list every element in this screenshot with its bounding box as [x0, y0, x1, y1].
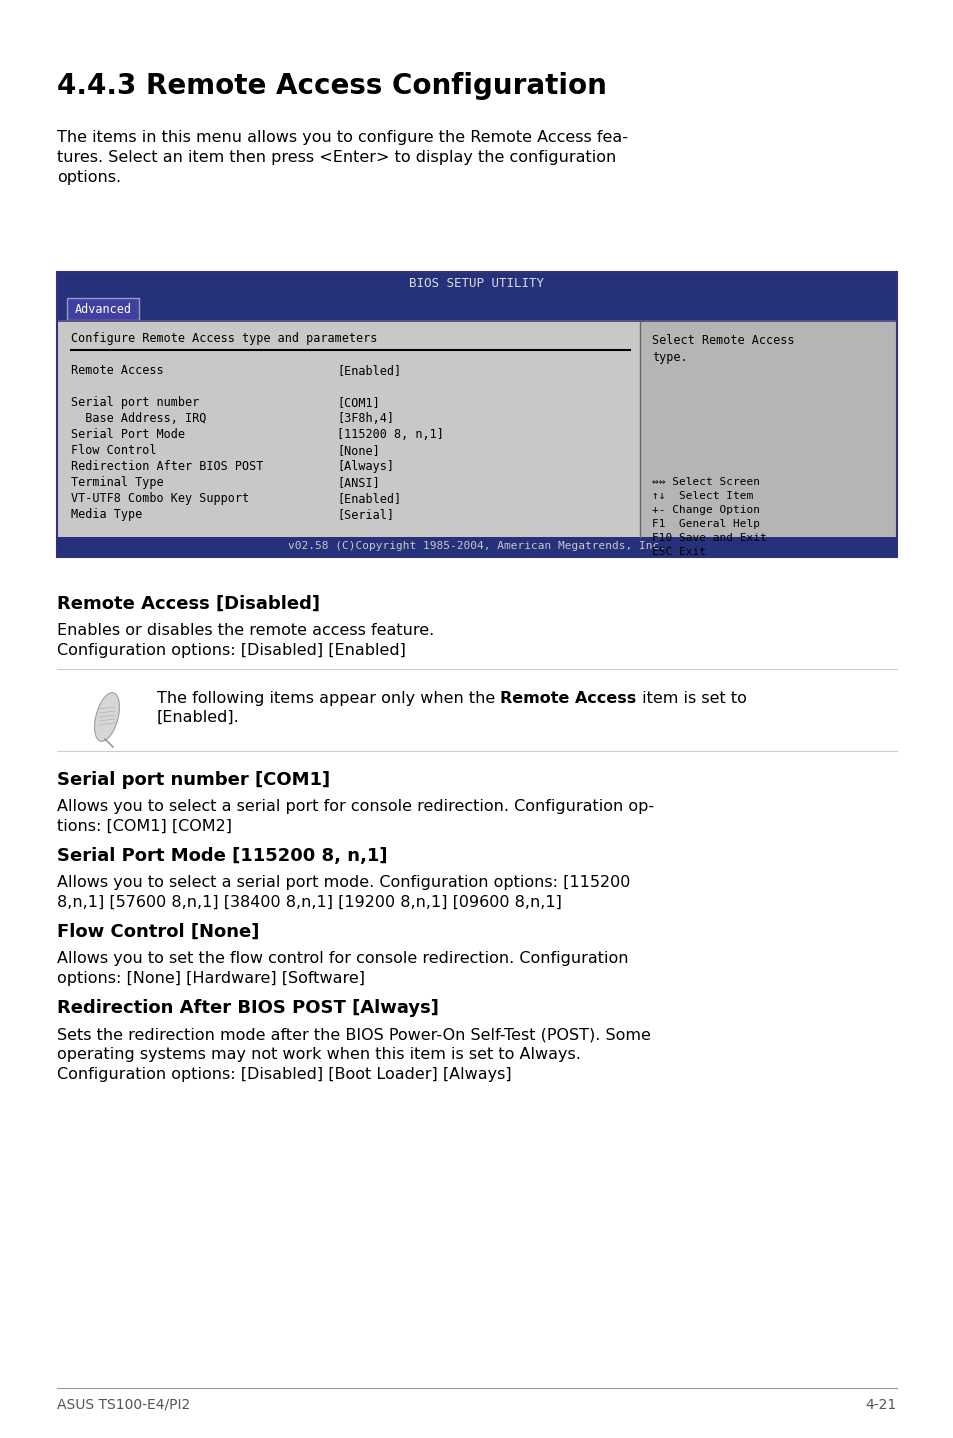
Bar — [57, 272, 896, 557]
Text: Terminal Type: Terminal Type — [71, 476, 164, 489]
Bar — [639, 322, 896, 536]
Bar — [57, 536, 896, 557]
Text: [None]: [None] — [336, 444, 379, 457]
Text: Serial Port Mode: Serial Port Mode — [71, 429, 185, 441]
Text: [ANSI]: [ANSI] — [336, 476, 379, 489]
Text: [Enabled]: [Enabled] — [336, 364, 400, 377]
Text: Flow Control: Flow Control — [71, 444, 156, 457]
Text: Allows you to select a serial port mode. Configuration options: [115200
8,n,1] [: Allows you to select a serial port mode.… — [57, 874, 630, 910]
Bar — [57, 322, 639, 536]
Ellipse shape — [94, 693, 119, 742]
Text: Allows you to select a serial port for console redirection. Configuration op-
ti: Allows you to select a serial port for c… — [57, 800, 654, 834]
Bar — [57, 272, 896, 293]
Text: Configure Remote Access type and parameters: Configure Remote Access type and paramet… — [71, 332, 377, 345]
Text: BIOS SETUP UTILITY: BIOS SETUP UTILITY — [409, 278, 544, 290]
Text: Base Address, IRQ: Base Address, IRQ — [71, 413, 206, 426]
Text: v02.58 (C)Copyright 1985-2004, American Megatrends, Inc.: v02.58 (C)Copyright 1985-2004, American … — [288, 541, 665, 551]
Text: Enables or disables the remote access feature.
Configuration options: [Disabled]: Enables or disables the remote access fe… — [57, 623, 434, 657]
Text: 4-21: 4-21 — [864, 1398, 896, 1412]
Text: Allows you to set the flow control for console redirection. Configuration
option: Allows you to set the flow control for c… — [57, 951, 628, 986]
Text: F10 Save and Exit: F10 Save and Exit — [651, 533, 766, 544]
Text: F1  General Help: F1 General Help — [651, 519, 760, 529]
Text: Flow Control [None]: Flow Control [None] — [57, 923, 259, 940]
Text: ASUS TS100-E4/PI2: ASUS TS100-E4/PI2 — [57, 1398, 190, 1412]
Text: Select Remote Access
type.: Select Remote Access type. — [651, 334, 794, 364]
Bar — [57, 293, 896, 322]
Text: ESC Exit: ESC Exit — [651, 546, 705, 557]
Text: [Always]: [Always] — [336, 460, 394, 473]
Text: Advanced: Advanced — [74, 303, 132, 316]
Text: The items in this menu allows you to configure the Remote Access fea-
tures. Sel: The items in this menu allows you to con… — [57, 129, 627, 184]
Text: ↑↓  Select Item: ↑↓ Select Item — [651, 490, 753, 500]
Text: [Enabled].: [Enabled]. — [157, 710, 239, 725]
Text: The following items appear only when the: The following items appear only when the — [157, 692, 500, 706]
Bar — [67, 298, 139, 321]
Text: [COM1]: [COM1] — [336, 395, 379, 408]
Text: Serial Port Mode [115200 8, n,1]: Serial Port Mode [115200 8, n,1] — [57, 847, 387, 866]
Text: Sets the redirection mode after the BIOS Power-On Self-Test (POST). Some
operati: Sets the redirection mode after the BIOS… — [57, 1027, 650, 1081]
Bar — [57, 321, 896, 322]
Text: Redirection After BIOS POST: Redirection After BIOS POST — [71, 460, 263, 473]
Text: [115200 8, n,1]: [115200 8, n,1] — [336, 429, 443, 441]
Text: ⇔⇔ Select Screen: ⇔⇔ Select Screen — [651, 477, 760, 487]
Text: VT-UTF8 Combo Key Support: VT-UTF8 Combo Key Support — [71, 492, 249, 505]
Text: [3F8h,4]: [3F8h,4] — [336, 413, 394, 426]
Text: Remote Access: Remote Access — [71, 364, 164, 377]
Text: [Enabled]: [Enabled] — [336, 492, 400, 505]
Text: Media Type: Media Type — [71, 508, 142, 521]
Text: Remote Access [Disabled]: Remote Access [Disabled] — [57, 595, 319, 613]
Text: Redirection After BIOS POST [Always]: Redirection After BIOS POST [Always] — [57, 999, 438, 1017]
Text: item is set to: item is set to — [636, 692, 745, 706]
Text: 4.4.3 Remote Access Configuration: 4.4.3 Remote Access Configuration — [57, 72, 606, 101]
Text: Serial port number [COM1]: Serial port number [COM1] — [57, 771, 330, 789]
Text: Serial port number: Serial port number — [71, 395, 199, 408]
Text: [Serial]: [Serial] — [336, 508, 394, 521]
Text: +- Change Option: +- Change Option — [651, 505, 760, 515]
Text: Remote Access: Remote Access — [500, 692, 636, 706]
